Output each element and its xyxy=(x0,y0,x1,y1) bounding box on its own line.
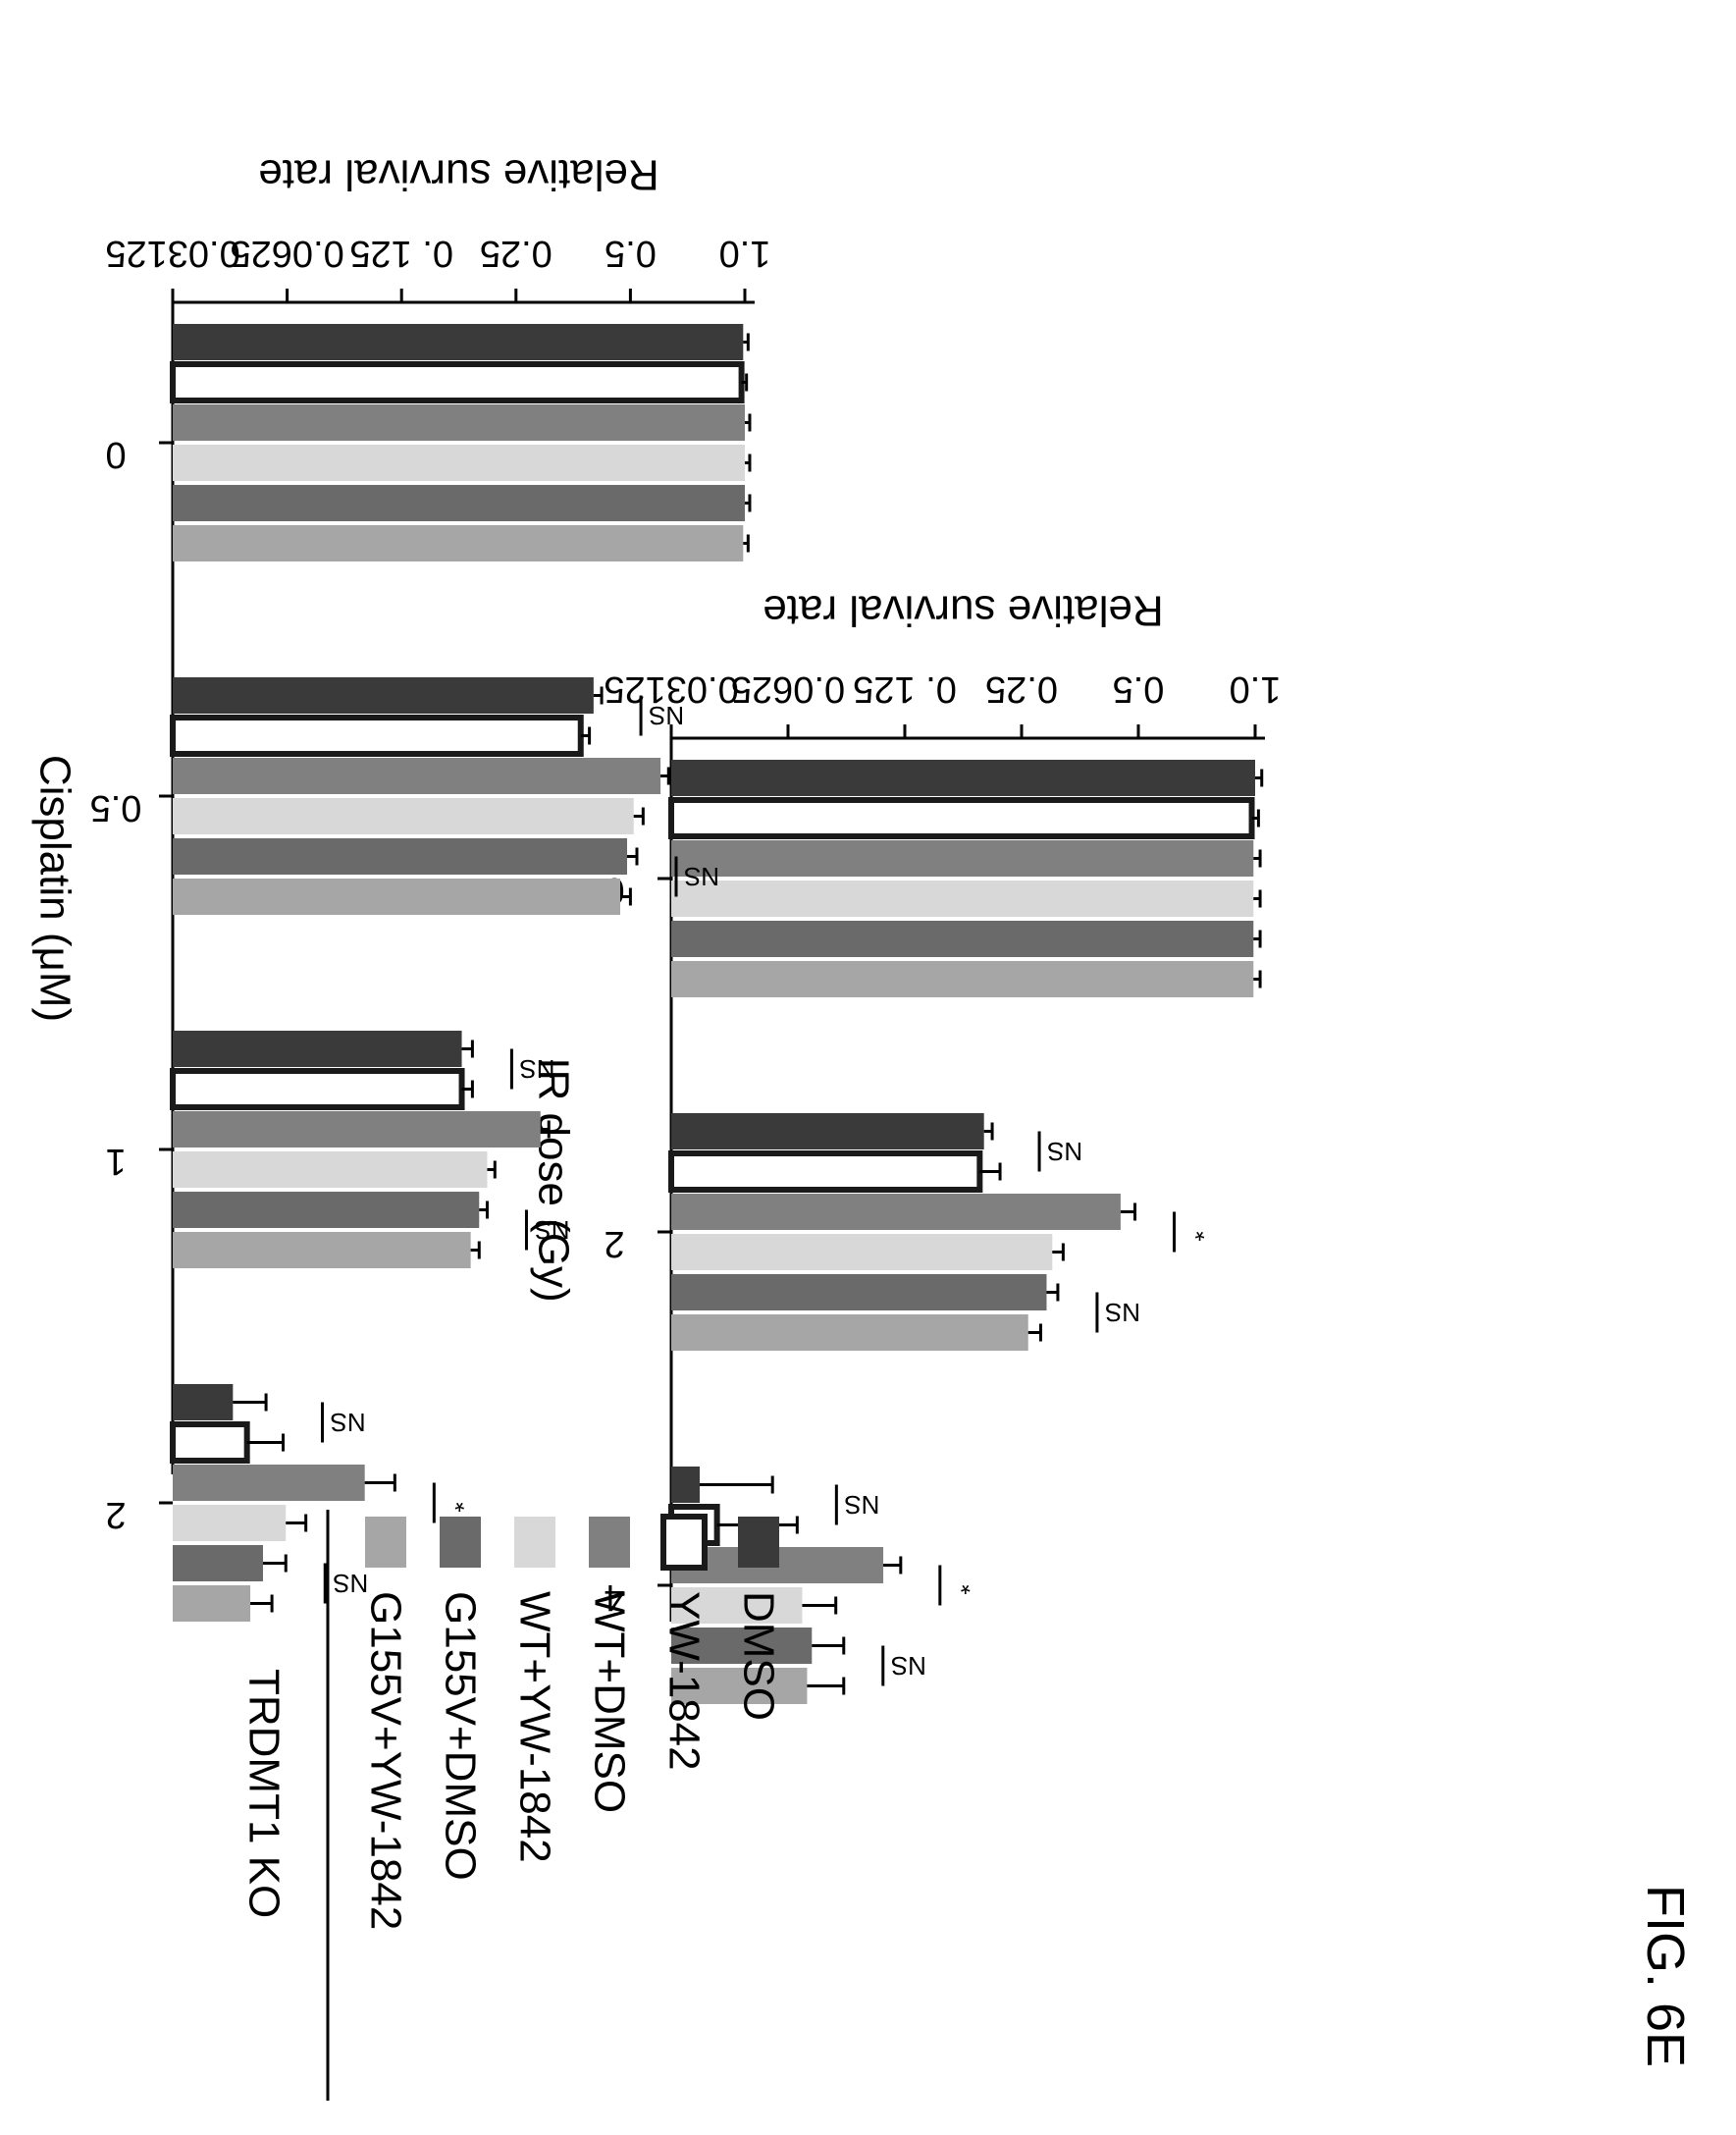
bar-dmso-0-5 xyxy=(172,677,594,714)
bar-wt-dmso-0 xyxy=(671,840,1254,877)
bar-g155v-yw-1842-2 xyxy=(671,1314,1028,1351)
group-label: TRDMT1 KO xyxy=(240,1669,289,1918)
y-tick-label: 0. 125 xyxy=(349,233,453,274)
legend-swatch-dmso xyxy=(738,1517,779,1568)
significance-label: * xyxy=(454,1488,464,1518)
y-tick-label: 1.0 xyxy=(1230,668,1282,710)
bar-dmso-0 xyxy=(671,760,1255,796)
bar-g155v-yw-1842-1 xyxy=(173,1232,471,1268)
significance-label: NS xyxy=(330,1408,365,1437)
x-axis-title: IR dose (Gy) xyxy=(530,1057,578,1302)
bar-wt-dmso-2 xyxy=(173,1465,365,1501)
bar-g155v-dmso-1 xyxy=(173,1192,480,1228)
legend-label-g155v-dmso: G155V+DMSO xyxy=(437,1591,485,1881)
legend-label-dmso: DMSO xyxy=(735,1591,783,1721)
bar-g155v-yw-1842-2 xyxy=(173,1585,251,1622)
significance-label: NS xyxy=(684,862,719,891)
bar-wt-yw-1842-2 xyxy=(671,1234,1053,1270)
y-tick-label: 0.5 xyxy=(1113,668,1165,710)
bar-yw-1842-2 xyxy=(668,1150,983,1193)
significance-label: NS xyxy=(519,1054,554,1084)
bar-wt-dmso-1 xyxy=(173,1111,541,1148)
legend-swatch-wt-dmso xyxy=(589,1517,630,1568)
bar-g155v-yw-1842-4 xyxy=(671,1668,808,1704)
bar-g155v-dmso-2 xyxy=(670,1274,1047,1310)
bar-yw-1842-2 xyxy=(169,1421,250,1464)
y-tick-label: 0.25 xyxy=(480,233,552,274)
y-tick-label: 0.03125 xyxy=(105,233,239,274)
bar-dmso-4 xyxy=(670,1467,700,1503)
bar-wt-dmso-0-5 xyxy=(173,758,661,794)
bar-yw-1842-1 xyxy=(170,1068,465,1110)
legend-swatch-wt-yw-1842 xyxy=(514,1517,555,1568)
bar-yw-1842-0-5 xyxy=(170,715,584,757)
legend-label-g155v-yw-1842: G155V+YW-1842 xyxy=(362,1591,410,1930)
bar-dmso-2 xyxy=(671,1113,984,1149)
y-tick-label: 0. 125 xyxy=(853,668,957,710)
bar-wt-yw-1842-0 xyxy=(671,881,1254,917)
y-tick-label: 1.0 xyxy=(719,233,771,274)
significance-label: NS xyxy=(844,1490,879,1520)
bar-g155v-dmso-0-5 xyxy=(173,838,628,875)
significance-label: NS xyxy=(1105,1298,1140,1327)
bar-g155v-dmso-0 xyxy=(671,921,1254,957)
bar-wt-yw-1842-1 xyxy=(173,1151,488,1188)
legend-swatch-g155v-yw-1842 xyxy=(365,1517,406,1568)
figure-label: FIG. 6E xyxy=(1636,1885,1695,2067)
bar-wt-dmso-2 xyxy=(671,1194,1121,1230)
significance-label: NS xyxy=(333,1569,368,1598)
y-tick-label: 0.0625 xyxy=(731,668,845,710)
x-tick-label: 2 xyxy=(105,1494,126,1535)
x-tick-label: 0 xyxy=(105,434,126,475)
bar-g155v-yw-1842-0 xyxy=(173,525,744,561)
legend: DMSO YW-1842 WT+DMSO WT+YW-1842 G155V+DMSO G1… xyxy=(240,1510,783,2101)
y-tick-label: 0.03125 xyxy=(604,668,738,710)
y-tick-label: 0.5 xyxy=(605,233,657,274)
bar-dmso-1 xyxy=(173,1031,462,1067)
y-axis-title: Relative survival rate xyxy=(258,151,658,199)
legend-label-yw-1842: YW-1842 xyxy=(660,1591,709,1771)
legend-label-wt-yw-1842: WT+YW-1842 xyxy=(511,1591,559,1863)
bar-g155v-dmso-0 xyxy=(173,485,745,521)
bar-wt-yw-1842-0-5 xyxy=(173,798,634,834)
bar-g155v-yw-1842-0-5 xyxy=(173,879,620,915)
bar-wt-yw-1842-2 xyxy=(173,1505,287,1541)
x-tick-label: 0.5 xyxy=(90,787,142,828)
bar-g155v-dmso-2 xyxy=(172,1545,264,1581)
bar-wt-dmso-0 xyxy=(173,404,745,441)
bar-yw-1842-0 xyxy=(668,797,1255,839)
legend-label-wt-dmso: WT+DMSO xyxy=(586,1591,634,1813)
bar-yw-1842-0 xyxy=(170,361,745,403)
x-axis-title: Cisplatin (μM) xyxy=(31,755,79,1022)
bar-g155v-yw-1842-0 xyxy=(671,961,1254,997)
y-tick-label: 0.25 xyxy=(985,668,1058,710)
bar-g155v-dmso-4 xyxy=(670,1628,813,1664)
y-tick-label: 0.0625 xyxy=(230,233,343,274)
y-axis-title: Relative survival rate xyxy=(763,587,1163,635)
significance-label: * xyxy=(961,1571,971,1600)
x-tick-label: 1 xyxy=(105,1141,126,1182)
x-tick-label: 4 xyxy=(604,1576,624,1618)
significance-label: NS xyxy=(891,1651,926,1681)
bar-wt-yw-1842-4 xyxy=(670,1587,803,1624)
bar-wt-yw-1842-0 xyxy=(173,445,745,481)
significance-label: * xyxy=(1194,1217,1204,1247)
x-tick-label: 2 xyxy=(604,1223,624,1264)
bar-dmso-2 xyxy=(172,1384,234,1420)
significance-label: NS xyxy=(534,1215,569,1245)
legend-swatch-yw-1842 xyxy=(660,1514,708,1571)
significance-label: NS xyxy=(649,701,684,730)
legend-swatch-g155v-dmso xyxy=(440,1517,481,1568)
bar-dmso-0 xyxy=(173,324,744,360)
significance-label: NS xyxy=(1047,1137,1082,1166)
